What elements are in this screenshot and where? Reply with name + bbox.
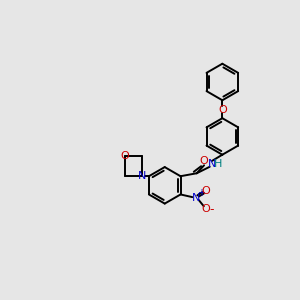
Text: O: O	[120, 151, 129, 160]
Text: +: +	[197, 188, 205, 198]
Text: N: N	[208, 159, 216, 170]
Text: O: O	[202, 186, 211, 196]
Text: N: N	[138, 171, 147, 181]
Text: -: -	[209, 203, 213, 216]
Text: O: O	[218, 105, 227, 115]
Text: N: N	[192, 193, 200, 203]
Text: H: H	[214, 159, 223, 170]
Text: O: O	[202, 204, 211, 214]
Text: O: O	[200, 156, 208, 166]
